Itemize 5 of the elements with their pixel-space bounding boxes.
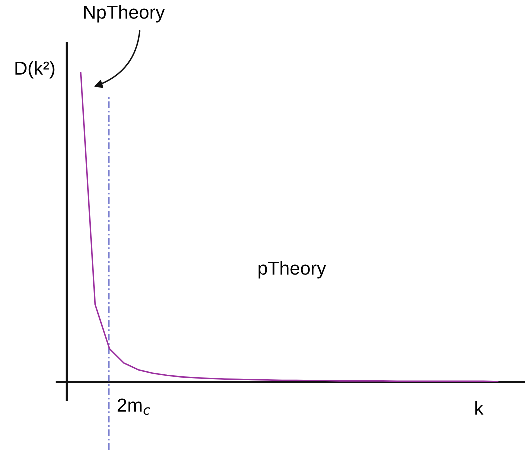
x-axis-title: k xyxy=(476,401,484,415)
annotation: pTheory xyxy=(258,261,326,279)
y-axis-title: D(k²) xyxy=(16,61,55,79)
text: 2m$_{c}$ xyxy=(118,398,150,416)
text: NpTheory xyxy=(84,5,166,23)
